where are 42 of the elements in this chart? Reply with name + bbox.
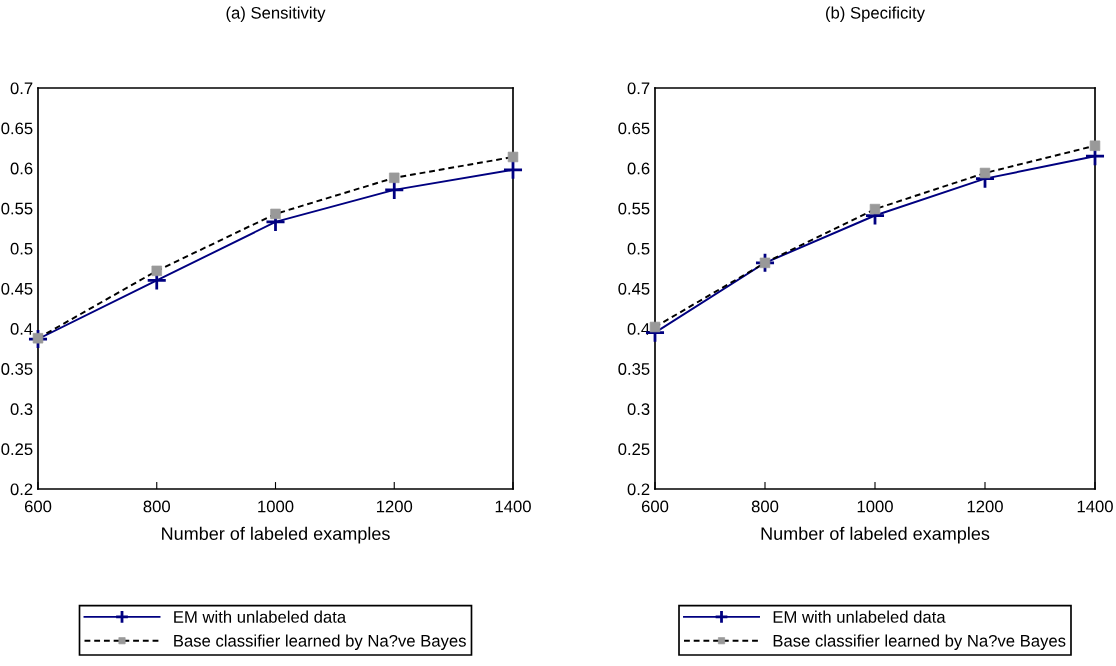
y-tick-label: 0.5: [627, 242, 650, 255]
x-tick-label: 1000: [258, 500, 294, 513]
y-tick-label: 0.4: [10, 323, 33, 335]
x-axis-title: Number of labeled examples: [162, 526, 390, 544]
y-tick-label: 0.3: [10, 403, 33, 415]
y-tick-label: 0.7: [627, 82, 650, 95]
legend-label: EM with unlabeled data: [174, 610, 347, 623]
y-tick-label: 0.25: [1, 443, 33, 456]
y-tick-label: 0.7: [10, 82, 33, 95]
x-tick-label: 800: [143, 500, 170, 513]
x-tick-label: 1200: [967, 500, 1003, 513]
x-tick-label: 600: [641, 500, 669, 513]
y-tick-label: 0.35: [1, 363, 33, 375]
y-tick-label: 0.6: [10, 162, 33, 175]
y-tick-label: 0.5: [10, 242, 33, 255]
point: [754, 252, 776, 274]
y-tick-label: 0.25: [618, 443, 650, 456]
x-tick-label: 1200: [376, 500, 413, 513]
x-tick-label: 1400: [1077, 500, 1113, 513]
x-axis-title: Number of labeled examples: [761, 526, 990, 544]
x-tick-label: 1400: [495, 500, 531, 513]
y-tick-label: 0.4: [627, 323, 650, 335]
legend-label: EM with unlabeled data: [773, 610, 946, 623]
y-tick-label: 0.55: [618, 202, 650, 215]
x-tick-label: 1000: [857, 500, 893, 513]
x-tick-label: 800: [751, 500, 779, 513]
y-tick-label: 0.65: [1, 122, 33, 135]
x-tick-label: 600: [24, 500, 52, 513]
chart-title: (a) Sensitivity: [226, 6, 326, 23]
y-tick-label: 0.45: [1, 282, 33, 295]
y-tick-label: 0.3: [627, 403, 650, 415]
chart-title: (b) Specificity: [826, 6, 925, 23]
y-tick-label: 0.2: [10, 483, 33, 496]
y-tick-label: 0.2: [627, 483, 650, 496]
y-tick-label: 0.6: [627, 162, 650, 175]
legend-label: Base classifier learned by Na?ve Bayes: [174, 634, 466, 651]
legend-label: Base classifier learned by Na?ve Bayes: [773, 634, 1066, 651]
point: [502, 159, 524, 181]
y-tick-label: 0.35: [618, 363, 650, 375]
y-tick-label: 0.65: [618, 122, 650, 135]
y-tick-label: 0.55: [1, 202, 33, 215]
y-tick-label: 0.45: [618, 282, 650, 295]
